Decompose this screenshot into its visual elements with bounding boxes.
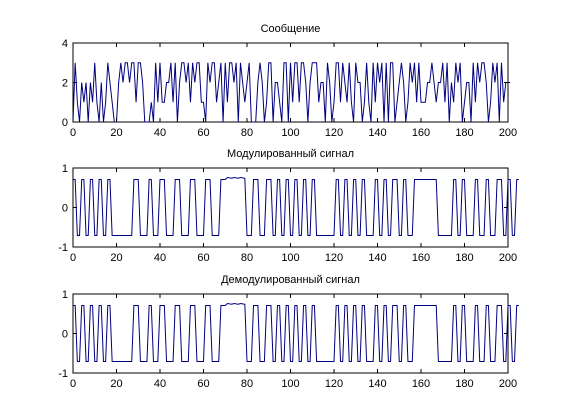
x-tick-label: 100 (281, 378, 299, 390)
chart-marks: 0 20 40 60 80 100 120 140 160 180 200-101 (58, 289, 519, 390)
x-tick-label: 140 (368, 252, 386, 264)
x-tick-label: 100 (281, 127, 299, 139)
chart-marks: 0 20 40 60 80 100 120 140 160 180 200 0 2 4 (62, 38, 517, 139)
x-tick-label: 80 (241, 378, 253, 390)
x-tick-label: 200 (499, 252, 517, 264)
x-tick-label: 100 (281, 252, 299, 264)
y-tick-label: -1 (58, 242, 68, 254)
chart-panel-demodulated: Демодулированный сигнал 0 20 40 60 80 100 120 1… (58, 274, 519, 390)
chart-title: Сообщение (261, 23, 321, 35)
x-tick-label: 200 (499, 378, 517, 390)
x-tick-label: 60 (197, 378, 209, 390)
x-tick-label: 20 (110, 252, 122, 264)
x-tick-label: 120 (325, 378, 343, 390)
x-tick-label: 40 (154, 252, 166, 264)
x-tick-label: 120 (325, 252, 343, 264)
x-tick-label: 80 (241, 252, 253, 264)
chart-title: Модулированный сигнал (227, 148, 354, 160)
x-tick-label: 0 (70, 378, 76, 390)
x-tick-label: 20 (110, 378, 122, 390)
chart-panel-modulated: Модулированный сигнал 0 20 40 60 80 100 120 140… (58, 148, 519, 264)
x-tick-label: 20 (110, 127, 122, 139)
x-tick-label: 160 (412, 127, 430, 139)
x-tick-label: 180 (455, 252, 473, 264)
y-tick-label: 0 (62, 329, 68, 341)
y-tick-label: 0 (62, 203, 68, 215)
series-line (73, 302, 519, 363)
series-line (72, 62, 511, 123)
y-tick-label: 2 (62, 78, 68, 90)
x-tick-label: 180 (455, 378, 473, 390)
plot-area (72, 42, 509, 123)
y-tick-label: 1 (62, 163, 68, 175)
chart-title: Демодулированный сигнал (221, 274, 360, 286)
x-tick-label: 140 (368, 127, 386, 139)
x-tick-label: 40 (154, 127, 166, 139)
x-tick-label: 160 (412, 252, 430, 264)
x-tick-label: 60 (197, 252, 209, 264)
y-tick-label: 1 (62, 289, 68, 301)
y-tick-label: -1 (58, 368, 68, 380)
x-tick-label: 160 (412, 378, 430, 390)
x-tick-label: 140 (368, 378, 386, 390)
x-tick-label: 200 (499, 127, 517, 139)
x-tick-label: 40 (154, 378, 166, 390)
chart-marks: 0 20 40 60 80 100 120 140 160 180 200-101 (58, 163, 519, 264)
x-tick-label: 0 (70, 127, 76, 139)
series-line (73, 176, 519, 237)
x-tick-label: 180 (455, 127, 473, 139)
chart-panel-message: Сообщение 0 20 40 60 80 100 120 140 160 180 200 0 2 4 (62, 23, 517, 139)
y-tick-label: 0 (62, 117, 68, 129)
x-tick-label: 60 (197, 127, 209, 139)
x-tick-label: 0 (70, 252, 76, 264)
x-tick-label: 120 (325, 127, 343, 139)
y-tick-label: 4 (62, 38, 68, 50)
x-tick-label: 80 (241, 127, 253, 139)
